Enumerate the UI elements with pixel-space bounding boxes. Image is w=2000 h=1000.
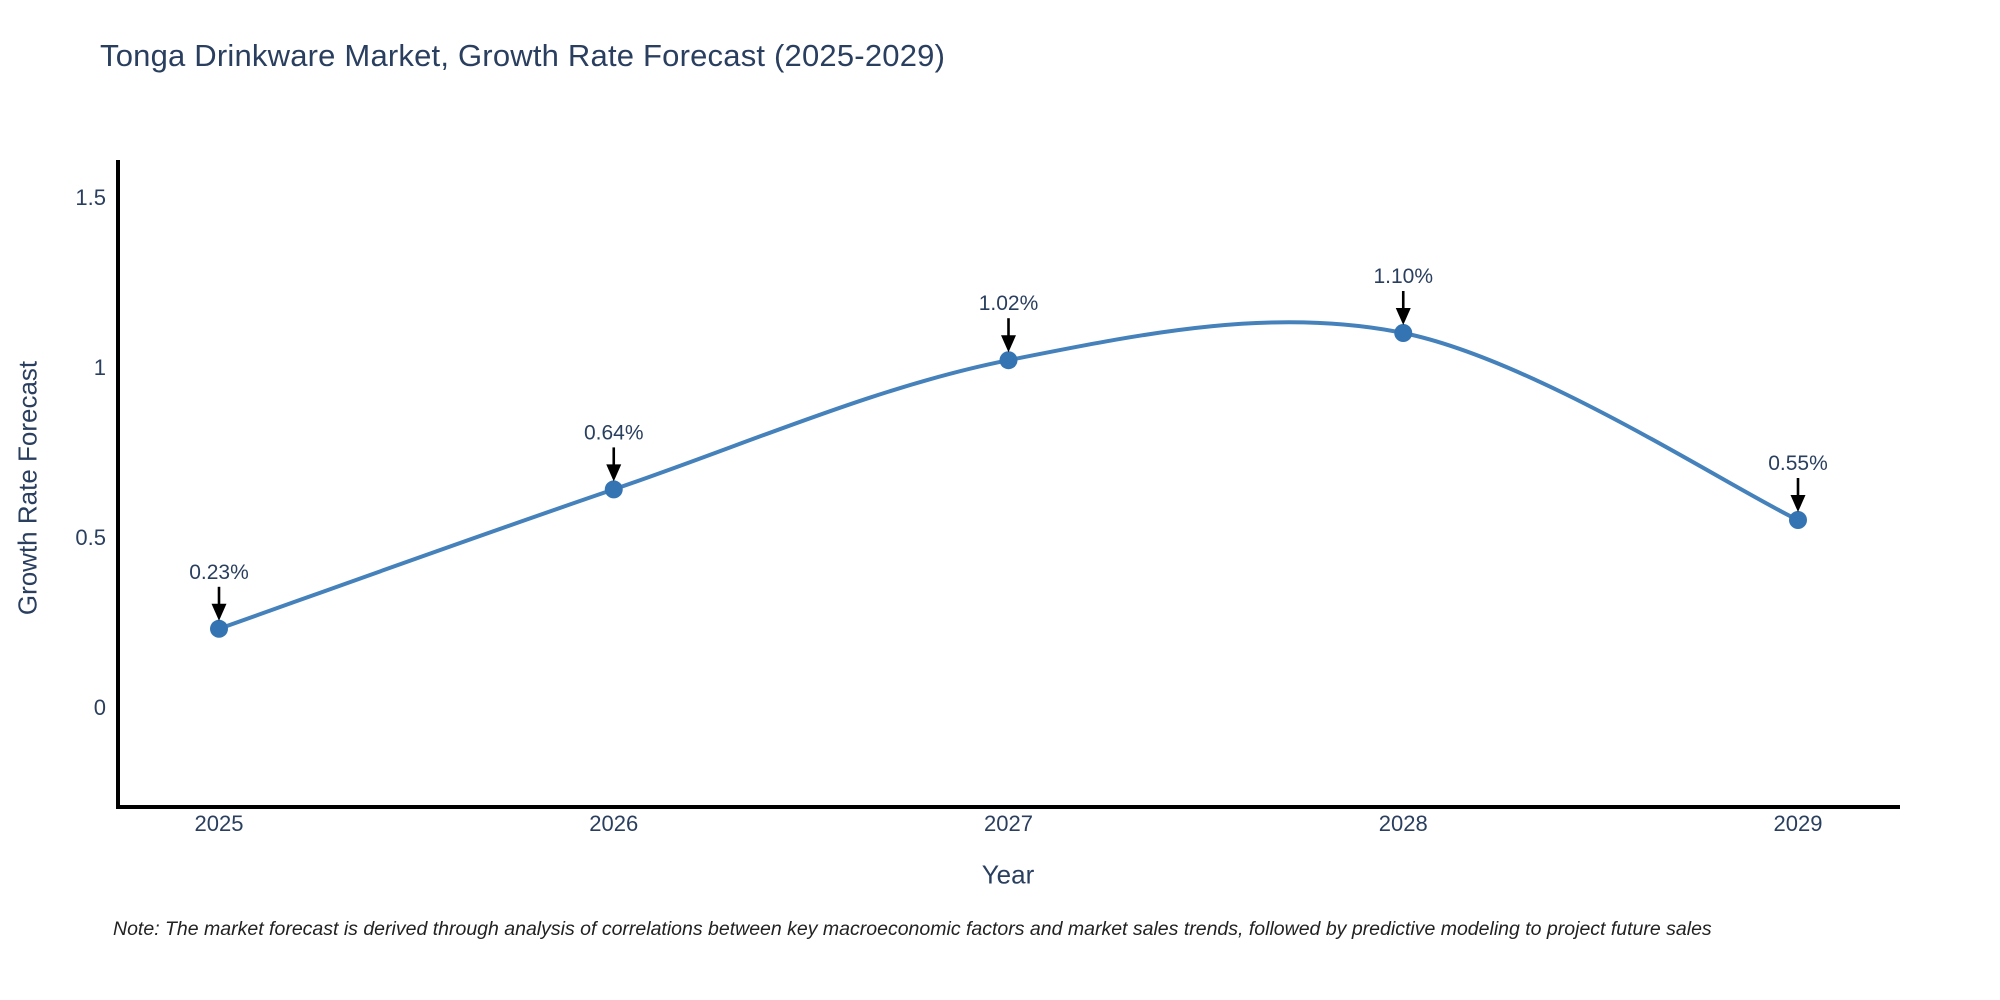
y-tick-label: 1	[94, 355, 106, 380]
annotation-arrowhead	[1790, 495, 1806, 512]
data-point-marker	[1394, 324, 1413, 342]
data-point-marker	[210, 619, 228, 638]
data-point-marker	[604, 480, 623, 499]
y-tick-label: 0	[94, 695, 106, 720]
x-tick-label: 2028	[1379, 811, 1428, 836]
x-tick-label: 2027	[984, 811, 1033, 836]
x-axis-title: Year	[981, 859, 1035, 890]
data-point-marker	[1789, 511, 1807, 529]
annotation-arrowhead	[211, 603, 227, 621]
annotation-label: 0.64%	[584, 421, 644, 444]
chart-footnote: Note: The market forecast is derived thr…	[113, 918, 1712, 940]
annotation-arrowhead	[606, 464, 622, 482]
annotation-label: 1.10%	[1373, 265, 1433, 288]
annotation-arrowhead	[1001, 335, 1016, 353]
y-tick-label: 0.5	[75, 525, 106, 550]
annotation-label: 1.02%	[979, 292, 1039, 315]
y-tick-label: 1.5	[75, 185, 106, 210]
annotation-label: 0.23%	[189, 561, 249, 584]
annotation-label: 0.55%	[1768, 452, 1828, 475]
annotation-arrowhead	[1395, 308, 1411, 325]
data-point-marker	[999, 351, 1018, 370]
chart-title: Tonga Drinkware Market, Growth Rate Fore…	[100, 38, 946, 73]
x-tick-label: 2029	[1774, 811, 1823, 836]
x-tick-label: 2025	[195, 811, 244, 836]
x-tick-label: 2026	[589, 811, 638, 836]
